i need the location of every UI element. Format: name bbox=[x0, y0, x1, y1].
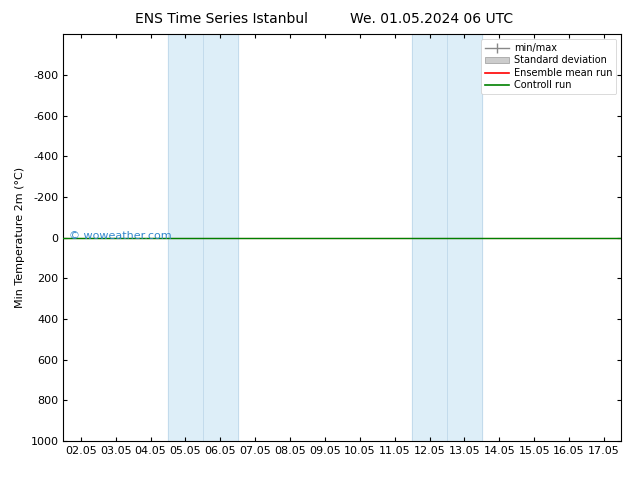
Legend: min/max, Standard deviation, Ensemble mean run, Controll run: min/max, Standard deviation, Ensemble me… bbox=[481, 39, 616, 94]
Text: © woweather.com: © woweather.com bbox=[69, 231, 172, 241]
Text: ENS Time Series Istanbul: ENS Time Series Istanbul bbox=[136, 12, 308, 26]
Y-axis label: Min Temperature 2m (°C): Min Temperature 2m (°C) bbox=[15, 167, 25, 308]
Bar bbox=[168, 34, 238, 441]
Bar bbox=[412, 34, 482, 441]
Text: We. 01.05.2024 06 UTC: We. 01.05.2024 06 UTC bbox=[349, 12, 513, 26]
